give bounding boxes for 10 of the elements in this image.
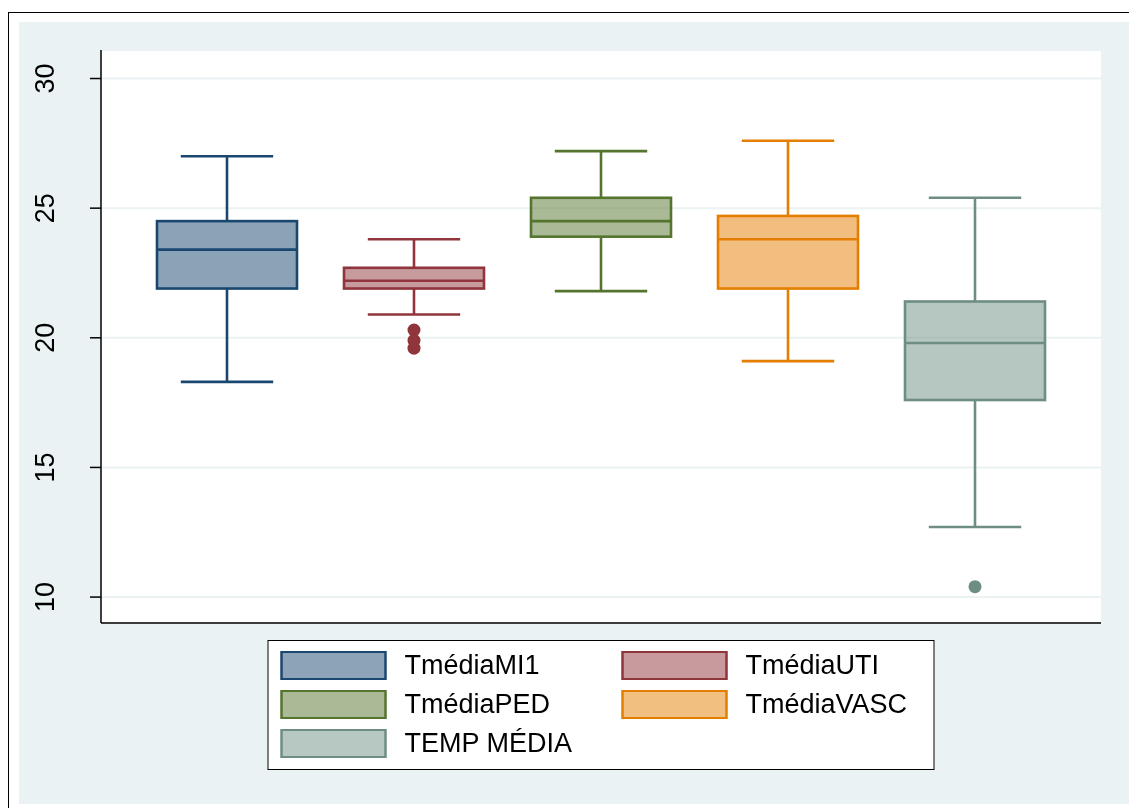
y-tick-label: 15 xyxy=(30,452,60,483)
y-tick-label: 10 xyxy=(30,582,60,613)
legend-label: TmédiaPED xyxy=(404,689,551,719)
legend-label: TEMP MÉDIA xyxy=(404,728,573,758)
y-tick-label: 30 xyxy=(30,63,60,94)
legend-label: TmédiaVASC xyxy=(745,689,908,719)
legend-label: TmédiaUTI xyxy=(745,650,880,680)
y-tick-label: 25 xyxy=(30,193,60,224)
legend-label: TmédiaMI1 xyxy=(404,650,540,680)
y-tick-label: 20 xyxy=(30,322,60,353)
